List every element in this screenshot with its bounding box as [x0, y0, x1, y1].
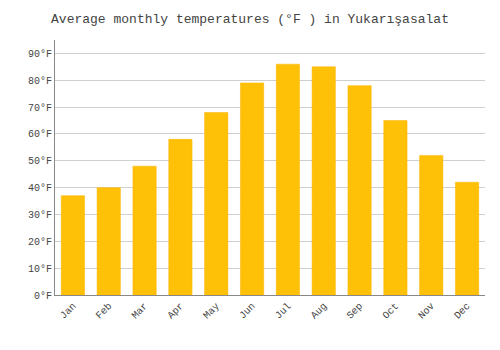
svg-text:Jan: Jan: [58, 301, 79, 322]
svg-text:50°F: 50°F: [28, 156, 52, 167]
svg-text:Jul: Jul: [273, 301, 294, 322]
svg-text:May: May: [201, 301, 222, 322]
svg-text:70°F: 70°F: [28, 103, 52, 114]
svg-text:Sep: Sep: [345, 301, 366, 322]
svg-text:80°F: 80°F: [28, 76, 52, 87]
svg-text:Jun: Jun: [237, 301, 258, 322]
svg-text:Apr: Apr: [166, 301, 187, 322]
svg-text:40°F: 40°F: [28, 183, 52, 194]
svg-text:10°F: 10°F: [28, 264, 52, 275]
svg-text:60°F: 60°F: [28, 129, 52, 140]
svg-text:30°F: 30°F: [28, 210, 52, 221]
svg-text:20°F: 20°F: [28, 237, 52, 248]
svg-text:Nov: Nov: [416, 301, 437, 322]
svg-text:Average monthly temperatures (: Average monthly temperatures (°F ) in Yu…: [51, 12, 449, 27]
svg-text:Oct: Oct: [381, 301, 402, 322]
svg-text:Dec: Dec: [452, 301, 473, 322]
svg-text:Aug: Aug: [309, 301, 330, 322]
svg-text:Mar: Mar: [130, 301, 151, 322]
svg-text:Feb: Feb: [94, 301, 115, 322]
svg-text:90°F: 90°F: [28, 49, 52, 60]
svg-text:0°F: 0°F: [34, 291, 52, 302]
